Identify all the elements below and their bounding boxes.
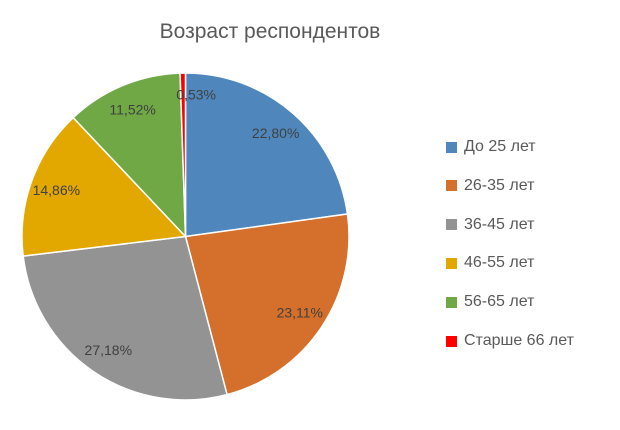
- pie-slice-3: [22, 235, 228, 401]
- legend-item: Старше 66 лет: [446, 331, 574, 351]
- legend-item: 36-45 лет: [446, 215, 534, 235]
- data-label: 0,53%: [176, 86, 216, 102]
- data-label: 11,52%: [109, 102, 155, 118]
- pie-slice-2: [184, 213, 350, 396]
- legend-label: 46-55 лет: [464, 254, 535, 272]
- pie-slice-5: [72, 72, 187, 239]
- data-label: 23,11%: [277, 305, 323, 321]
- legend-swatch: [446, 296, 457, 308]
- legend-swatch: [446, 219, 457, 231]
- legend-item: 26-35 лет: [446, 176, 534, 196]
- legend-swatch: [446, 141, 457, 153]
- pie-slice-4: [21, 116, 188, 257]
- legend-swatch: [446, 257, 457, 269]
- data-label: 27,18%: [85, 342, 132, 358]
- data-label: 14,86%: [33, 182, 80, 198]
- legend-label: 56-65 лет: [464, 293, 535, 311]
- legend-item: 56-65 лет: [446, 292, 534, 312]
- pie-slice-6: [179, 72, 187, 237]
- pie-slice-1: [184, 72, 349, 238]
- legend-item: До 25 лет: [446, 137, 536, 157]
- legend-swatch: [446, 335, 457, 347]
- data-label: 22,80%: [252, 125, 299, 141]
- legend-label: До 25 лет: [464, 138, 536, 155]
- legend-label: 36-45 лет: [464, 215, 535, 233]
- legend-item: 46-55 лет: [446, 253, 534, 273]
- legend-label: Старше 66 лет: [464, 332, 574, 349]
- legend-swatch: [446, 180, 457, 192]
- chart-title: Возраст респондентов: [159, 20, 381, 43]
- legend-label: 26-35 лет: [464, 176, 535, 194]
